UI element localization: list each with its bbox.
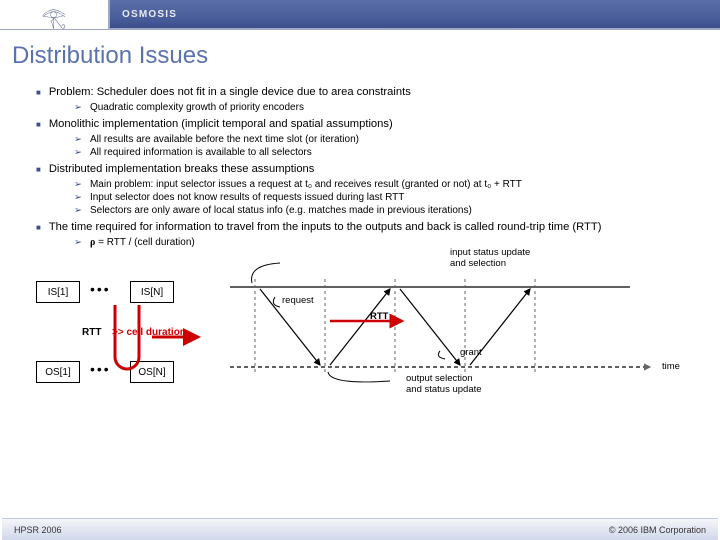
loop-svg: [30, 257, 230, 397]
input-annotation: input status updateand selection: [450, 247, 570, 269]
footer-left: HPSR 2006: [14, 525, 62, 535]
bullet-2: ■Monolithic implementation (implicit tem…: [30, 114, 690, 133]
sub-bullet: ➢ρ = RTT / (cell duration): [30, 236, 690, 249]
time-label: time: [662, 361, 680, 372]
footer-right: © 2006 IBM Corporation: [609, 525, 706, 535]
sub-bullet: ➢Quadratic complexity growth of priority…: [30, 101, 690, 114]
sub-bullet: ➢Input selector does not know results of…: [30, 191, 690, 204]
rtt-mid-label: RTT: [370, 311, 388, 322]
request-label: request: [282, 295, 314, 306]
sub-bullet: ➢Main problem: input selector issues a r…: [30, 178, 690, 191]
page-title: Distribution Issues: [0, 30, 720, 76]
eye-icon: 𓂀: [42, 0, 67, 31]
header-band: 𓂀 OSMOSIS: [0, 0, 720, 30]
content-area: ■Problem: Scheduler does not fit in a si…: [0, 76, 720, 249]
bullet-1: ■Problem: Scheduler does not fit in a si…: [30, 82, 690, 101]
rho-formula: = RTT / (cell duration): [98, 237, 195, 248]
footer-band: HPSR 2006 © 2006 IBM Corporation: [2, 518, 718, 540]
output-annotation: output selectionand status update: [406, 373, 526, 395]
sub-bullet: ➢Selectors are only aware of local statu…: [30, 204, 690, 217]
grant-label: grant: [460, 347, 482, 358]
rtt-diagram: IS[1] ••• IS[N] OS[1] ••• OS[N] RTT >> c…: [30, 257, 690, 397]
sub-bullet: ➢All required information is available t…: [30, 146, 690, 159]
logo-box: 𓂀: [0, 0, 110, 29]
project-name: OSMOSIS: [122, 9, 177, 20]
bullet-3: ■Distributed implementation breaks these…: [30, 159, 690, 178]
sub-bullet: ➢All results are available before the ne…: [30, 133, 690, 146]
bullet-4: ■The time required for information to tr…: [30, 217, 690, 236]
